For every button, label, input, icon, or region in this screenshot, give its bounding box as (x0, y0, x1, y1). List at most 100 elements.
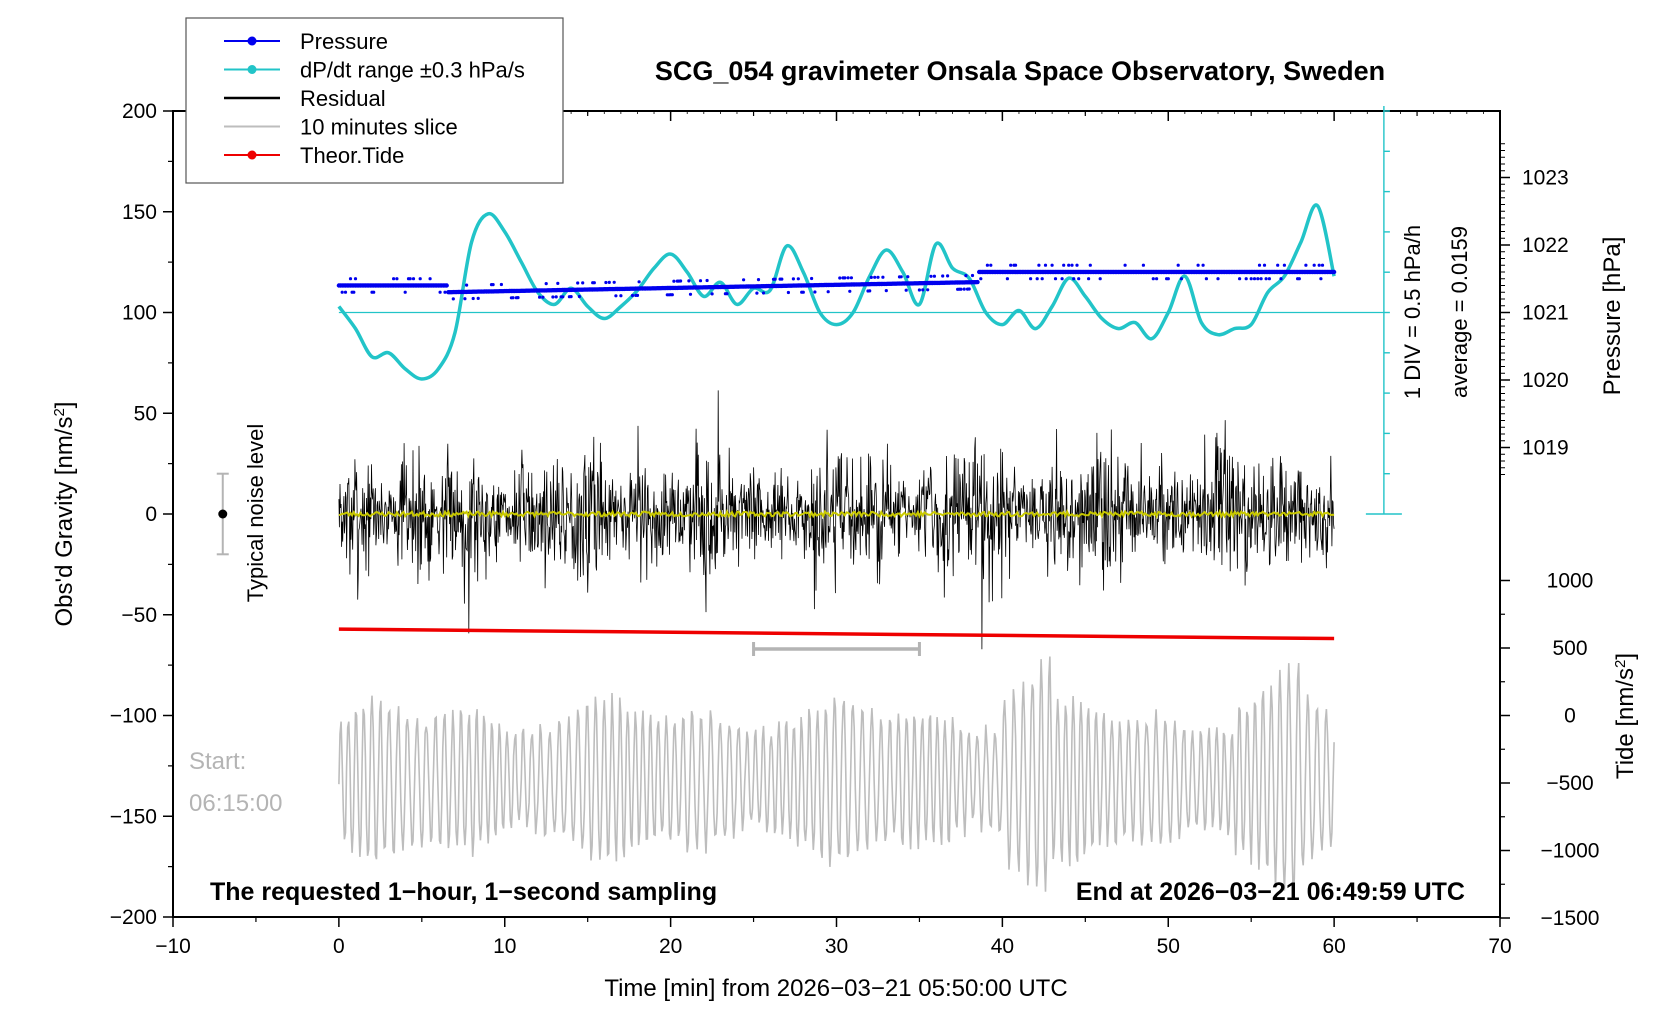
pressure-point (554, 295, 558, 299)
tide-series (338, 627, 1335, 641)
pressure-point (1072, 277, 1076, 281)
pressure-point (742, 278, 746, 282)
pressure-point (975, 279, 980, 285)
pressure-point (1257, 263, 1262, 267)
tide-tick-label: −500 (1546, 772, 1593, 795)
pressure-point (592, 281, 596, 285)
pressure-point (1204, 277, 1208, 281)
legend-entry: Pressure (224, 29, 388, 54)
pressure-point (869, 275, 873, 279)
pressure-point (403, 290, 407, 294)
pressure-point (444, 283, 449, 288)
pressure-point (1166, 277, 1170, 281)
pressure-point (1259, 277, 1263, 281)
pressure-point (989, 263, 993, 267)
pressure-point (1282, 263, 1286, 267)
pressure-point (1176, 263, 1180, 267)
pressure-tick-label: 1023 (1522, 166, 1569, 189)
residual-series (338, 390, 1335, 650)
pressure-point (343, 290, 348, 294)
pressure-point (962, 287, 966, 291)
tide-tick-label: 1000 (1547, 569, 1594, 592)
pressure-point (1262, 263, 1267, 267)
pressure-point (1062, 263, 1066, 267)
tide-line (338, 627, 1335, 641)
pressure-point (1312, 263, 1316, 267)
noise-level-label: Typical noise level (243, 424, 268, 603)
pressure-point (1053, 277, 1058, 281)
y-tick-label: 100 (122, 302, 157, 325)
pressure-series (336, 263, 1337, 301)
pressure-point (471, 296, 475, 301)
pressure-point (979, 277, 983, 281)
pressure-point (848, 289, 852, 293)
pressure-point (418, 277, 422, 281)
pressure-point (556, 281, 560, 285)
pressure-point (773, 277, 777, 281)
pressure-point (1075, 263, 1079, 267)
pressure-point (411, 277, 416, 281)
pressure-point (868, 289, 872, 293)
pressure-point (551, 295, 555, 299)
x-tick-label: 20 (659, 935, 682, 958)
pressure-axis-label: Pressure [hPa] (1599, 237, 1626, 396)
y-tick-label: −100 (110, 705, 157, 728)
legend: Pressure dP/dt range ±0.3 hPa/s Residual 10… (185, 17, 564, 184)
pressure-point (607, 280, 611, 284)
pressure-point (1088, 263, 1092, 267)
pressure-point (672, 279, 676, 283)
lowpass-line (338, 508, 1335, 520)
pressure-point (619, 294, 623, 298)
legend-label: dP/dt range ±0.3 hPa/s (300, 58, 525, 83)
start-time: 06:15:00 (189, 790, 282, 817)
pressure-tick-label: 1022 (1522, 234, 1569, 257)
pressure-point (1070, 263, 1074, 267)
x-tick-label: 70 (1488, 935, 1511, 958)
pressure-point (491, 283, 495, 287)
x-axis: −10 0 10 20 30 40 50 60 70 (155, 111, 1512, 958)
y-tick-label: 200 (122, 100, 157, 123)
pressure-point (926, 288, 930, 292)
pressure-point (838, 276, 842, 280)
pressure-point (581, 281, 585, 285)
x-tick-label: 0 (333, 935, 345, 958)
slice-bracket (752, 642, 921, 657)
pressure-point (670, 293, 674, 297)
pressure-point (637, 280, 641, 284)
pressure-point (1238, 277, 1242, 281)
legend-entry: Theor.Tide (224, 143, 404, 168)
pressure-point (443, 290, 447, 294)
legend-marker (247, 65, 257, 74)
pressure-point (959, 287, 963, 291)
pressure-point (1216, 277, 1220, 281)
pressure-point (1141, 263, 1145, 267)
chart-title: SCG_054 gravimeter Onsala Space Observat… (655, 56, 1385, 86)
pressure-point (843, 276, 847, 280)
pressure-point (1067, 263, 1071, 267)
pressure-point (1123, 263, 1127, 267)
pressure-point (964, 274, 968, 278)
pressure-point (941, 274, 945, 278)
start-label: Start: (189, 748, 246, 775)
pressure-point (813, 290, 817, 294)
pressure-point (904, 288, 908, 292)
pressure-point (340, 290, 344, 294)
y-tick-label: −150 (110, 805, 157, 828)
pressure-point (929, 274, 933, 278)
pressure-point (499, 282, 503, 287)
legend-entry: dP/dt range ±0.3 hPa/s (224, 58, 525, 83)
pressure-tick-label: 1019 (1522, 437, 1569, 460)
pressure-point (1155, 277, 1159, 281)
pressure-point (408, 277, 412, 281)
pressure-point (985, 263, 990, 267)
y-tick-label: 50 (134, 402, 157, 425)
pressure-point (353, 277, 358, 281)
pressure-point (544, 282, 548, 286)
residual-lowpass-series (338, 508, 1335, 520)
pressure-point (786, 290, 791, 295)
pressure-point (1331, 269, 1337, 275)
legend-label: Residual (300, 86, 386, 111)
pressure-point (1005, 277, 1010, 281)
pressure-point (1040, 277, 1044, 281)
legend-entry: Residual (224, 86, 386, 111)
